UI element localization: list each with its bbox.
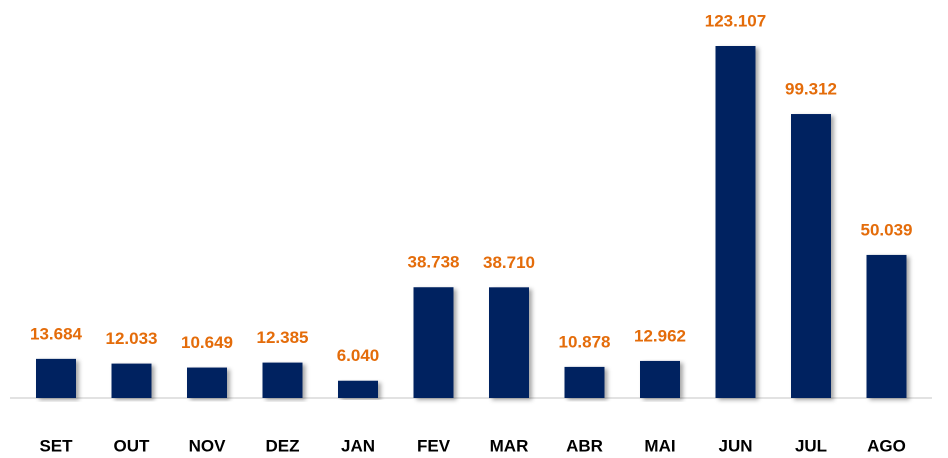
bar xyxy=(338,380,378,398)
bar xyxy=(791,114,831,398)
x-tick-label: JUN xyxy=(718,436,752,455)
value-label: 99.312 xyxy=(785,80,837,99)
bar xyxy=(489,287,529,398)
value-label: 10.878 xyxy=(559,332,611,351)
bar xyxy=(36,358,76,398)
x-tick-label: DEZ xyxy=(266,436,300,455)
x-tick-label: SET xyxy=(39,436,73,455)
value-label: 10.649 xyxy=(181,333,233,352)
bar xyxy=(640,360,680,398)
x-tick-label: NOV xyxy=(189,436,227,455)
value-label: 12.962 xyxy=(634,326,686,345)
x-tick-label: OUT xyxy=(114,436,151,455)
value-label: 50.039 xyxy=(861,220,913,239)
x-tick-label: JUL xyxy=(795,436,827,455)
bar xyxy=(866,254,907,398)
bar xyxy=(564,366,605,398)
bar xyxy=(413,287,454,398)
bar xyxy=(187,367,227,398)
value-label: 12.033 xyxy=(106,329,158,348)
x-tick-label: FEV xyxy=(417,436,451,455)
value-label: 12.385 xyxy=(257,328,309,347)
bar xyxy=(715,46,756,398)
x-tick-label: JAN xyxy=(341,436,375,455)
value-label: 38.710 xyxy=(483,253,535,272)
x-tick-label: ABR xyxy=(566,436,603,455)
value-label: 13.684 xyxy=(30,324,83,343)
value-label: 123.107 xyxy=(705,11,766,30)
value-label: 38.738 xyxy=(408,253,460,272)
value-label: 6.040 xyxy=(337,346,380,365)
bar xyxy=(262,362,303,398)
bar xyxy=(111,363,152,398)
x-tick-label: AGO xyxy=(867,436,906,455)
x-tick-label: MAR xyxy=(490,436,529,455)
x-tick-label: MAI xyxy=(644,436,675,455)
